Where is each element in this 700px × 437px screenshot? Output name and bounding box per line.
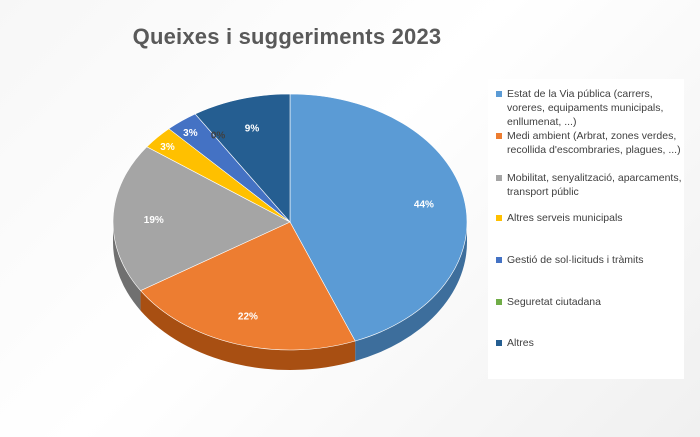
legend-item: Altres serveis municipals xyxy=(496,211,687,225)
slice-data-label: 3% xyxy=(160,142,175,153)
legend-swatch xyxy=(496,340,502,346)
slice-data-label: 44% xyxy=(414,200,434,211)
slice-data-label: 3% xyxy=(183,128,198,139)
pie-slice-side xyxy=(355,222,467,362)
legend-swatch xyxy=(496,133,502,139)
legend-label: Medi ambient (Arbrat, zones verdes, reco… xyxy=(507,130,681,156)
pie-slice-side xyxy=(113,222,141,311)
legend-swatch xyxy=(496,257,502,263)
pie-slice xyxy=(140,221,356,351)
slice-data-label: 9% xyxy=(245,123,260,134)
slice-data-label: 22% xyxy=(238,312,258,323)
pie-slice xyxy=(112,146,291,291)
legend-item: Medi ambient (Arbrat, zones verdes, reco… xyxy=(496,129,687,157)
legend-label: Altres xyxy=(507,337,534,349)
legend-label: Seguretat ciutadana xyxy=(507,296,601,308)
legend-swatch xyxy=(496,299,502,305)
legend-swatch xyxy=(496,91,502,97)
legend: Estat de la Via pública (carrers, vorere… xyxy=(488,79,684,379)
legend-item: Seguretat ciutadana xyxy=(496,295,687,309)
pie-slice xyxy=(194,93,291,223)
legend-label: Estat de la Via pública (carrers, vorere… xyxy=(507,88,664,128)
slice-data-label: 0% xyxy=(211,131,226,142)
slice-data-label: 19% xyxy=(144,215,164,226)
pie-slice xyxy=(289,93,468,342)
chart-title: Queixes i suggeriments 2023 xyxy=(132,24,442,49)
legend-label: Mobilitat, senyalització, aparcaments, t… xyxy=(507,172,682,198)
legend-swatch xyxy=(496,215,502,221)
legend-item: Gestió de sol·licituds i tràmits xyxy=(496,253,687,267)
legend-swatch xyxy=(496,175,502,181)
legend-item: Altres xyxy=(496,336,687,350)
legend-item: Mobilitat, senyalització, aparcaments, t… xyxy=(496,171,687,199)
legend-label: Gestió de sol·licituds i tràmits xyxy=(507,254,644,266)
legend-item: Estat de la Via pública (carrers, vorere… xyxy=(496,87,687,129)
legend-label: Altres serveis municipals xyxy=(507,212,623,224)
